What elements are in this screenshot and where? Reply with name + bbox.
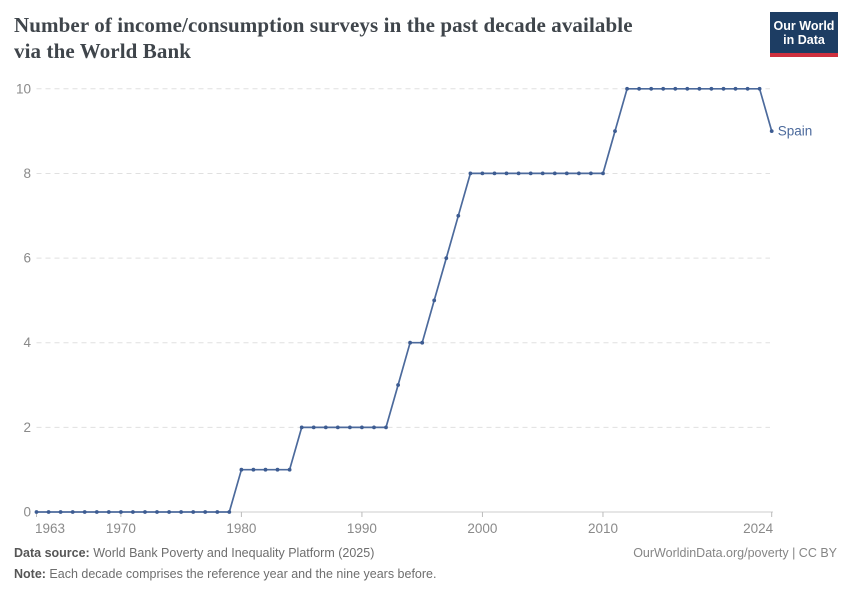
data-point [661,86,666,91]
data-point [119,510,123,514]
y-tick-label: 4 [23,335,31,350]
data-point [613,129,617,134]
data-point [408,340,412,345]
note-line: Note: Each decade comprises the referenc… [14,567,436,581]
data-point [516,171,521,176]
data-point [311,425,316,430]
x-tick-label: 1970 [106,521,136,536]
chart-footer: Data source: World Bank Poverty and Ineq… [14,545,837,582]
x-tick-label: 2024 [743,521,774,536]
data-point [299,425,304,430]
y-tick-label: 8 [23,166,31,181]
data-point [58,510,63,514]
data-point [721,86,726,91]
chart-title-line2: via the World Bank [14,39,192,63]
data-point [94,510,99,514]
data-point [384,425,388,430]
data-point [649,86,654,91]
data-point [360,425,364,430]
data-point [745,86,750,91]
data-point [335,425,340,430]
owid-logo-line1: Our World [773,18,835,33]
owid-logo-accent-bar [770,52,838,57]
owid-logo: Our World in Data [770,12,838,57]
data-point [34,510,39,514]
data-point [685,86,690,91]
data-point [106,510,111,514]
data-point [769,129,774,134]
data-point [601,171,605,176]
data-source-label: Data source: [14,546,90,560]
series-line-spain [36,87,773,513]
data-point [179,510,184,514]
data-point [82,510,87,514]
y-tick-label: 6 [23,251,31,266]
data-point [709,86,714,91]
data-point [697,86,702,91]
data-point [552,171,557,176]
entity-label: Spain [778,124,813,139]
data-point [191,510,196,514]
data-source-text: World Bank Poverty and Inequality Platfo… [89,546,375,560]
data-point [444,256,449,260]
data-point [540,171,545,176]
note-text: Each decade comprises the reference year… [45,567,437,581]
data-point [348,425,352,430]
note-label: Note: [14,567,46,581]
data-point [275,467,280,472]
data-point [432,298,437,303]
data-point [372,425,376,430]
data-point [46,510,51,514]
chart-title: Number of income/consumption surveys in … [14,12,744,64]
data-point [625,86,629,91]
x-tick-label: 2000 [467,521,497,536]
owid-logo-line2: in Data [783,32,825,47]
data-point [131,510,135,514]
data-point [215,510,220,514]
y-tick-label: 0 [23,505,31,520]
data-point [323,425,328,430]
x-tick-label: 1990 [347,521,377,536]
data-point [70,510,75,514]
data-point [143,510,147,514]
data-point [673,86,678,91]
attribution-text: OurWorldinData.org/poverty | CC BY [633,546,837,560]
data-point [492,171,497,176]
y-tick-label: 10 [16,81,31,96]
data-point [504,171,509,176]
x-tick-label: 1963 [35,521,65,536]
data-point [733,86,738,91]
x-tick-label: 2010 [588,521,618,536]
data-point [528,171,533,176]
data-point [564,171,569,176]
data-point [757,86,762,91]
data-point [396,383,400,387]
data-point [589,171,593,176]
data-point [239,467,244,472]
data-point [251,467,256,472]
data-point [167,510,172,514]
data-point [420,340,425,345]
data-point [468,171,473,176]
y-tick-label: 2 [23,420,31,435]
data-point [203,510,208,514]
x-tick-label: 1980 [226,521,256,536]
data-point [227,510,232,514]
chart-title-line1: Number of income/consumption surveys in … [14,13,633,37]
data-point [637,86,641,91]
data-source-line: Data source: World Bank Poverty and Ineq… [14,545,374,561]
data-point [577,171,581,176]
data-point [155,510,159,514]
data-point [263,467,268,472]
data-point [456,213,461,218]
data-point [287,467,292,472]
data-point [480,171,485,176]
